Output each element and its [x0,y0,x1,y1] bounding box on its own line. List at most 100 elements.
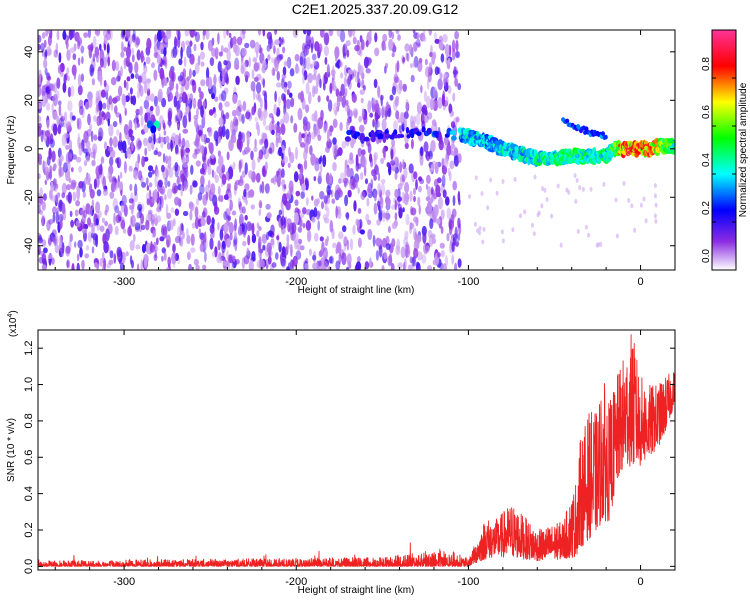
noise-cell [85,245,90,251]
noise-cell [161,97,167,108]
noise-cell [146,198,150,206]
noise-cell [123,79,127,89]
noise-cell [226,30,229,36]
noise-cell [88,206,93,218]
noise-cell [149,93,155,102]
noise-cell [357,163,362,170]
noise-cell [277,176,281,188]
noise-cell [342,52,347,59]
svg-text:(x104): (x104) [7,310,19,337]
noise-cell [208,142,212,151]
noise-cell [161,30,166,39]
noise-cell [259,47,263,54]
noise-cell [357,82,361,88]
noise-cell [134,183,138,196]
noise-cell [271,57,274,64]
signal-cell [601,131,605,137]
noise-cell [154,174,158,188]
noise-cell [136,49,141,61]
noise-cell [139,140,142,147]
noise-cell [402,159,405,169]
noise-cell [193,114,199,121]
noise-cell [501,179,505,184]
noise-cell [174,149,180,155]
noise-cell [366,197,370,207]
noise-cell [186,45,192,59]
noise-cell [48,218,54,225]
noise-cell [134,73,139,80]
noise-cell [430,186,434,195]
noise-cell [174,36,178,49]
noise-cell [295,250,302,260]
noise-cell [144,112,148,123]
noise-cell [365,213,370,222]
noise-cell [241,114,245,124]
noise-cell [120,65,123,77]
noise-cell [297,107,303,121]
noise-cell [41,216,46,227]
noise-cell [100,54,105,60]
noise-cell [71,115,76,121]
noise-cell [205,191,209,201]
y-tick-label: 1.2 [23,341,35,356]
noise-cell [272,68,276,76]
noise-cell [38,77,42,85]
noise-cell [453,66,457,79]
noise-cell [224,101,230,108]
noise-cell [153,245,159,252]
colorbar-frame [711,29,737,271]
noise-cell [48,147,52,160]
noise-cell [377,120,380,128]
noise-cell [88,95,93,108]
noise-cell [391,52,395,58]
noise-cell [440,209,445,220]
noise-cell [43,59,48,69]
noise-cell [98,100,103,112]
noise-cell [178,138,182,147]
noise-cell [337,147,343,156]
noise-cell [216,255,222,264]
y-tick-label: 0.4 [23,486,35,501]
noise-cell [327,129,330,143]
noise-cell [75,200,80,207]
noise-cell [622,181,626,186]
snr-x-label: Height of straight line (km) [298,585,415,596]
noise-cell [263,90,268,104]
noise-cell [251,233,257,244]
noise-cell [109,250,114,259]
noise-cell [258,110,264,122]
noise-cell [319,30,325,38]
noise-cell [287,162,291,168]
noise-cell [302,222,306,229]
noise-cell [359,89,365,95]
noise-cell [403,111,409,120]
noise-cell [214,202,218,212]
noise-cell [290,259,294,270]
noise-cell [107,30,111,35]
noise-cell [114,205,120,214]
noise-cell [478,225,482,231]
noise-cell [258,149,264,160]
noise-cell [260,261,265,270]
noise-cell [180,173,185,183]
noise-cell [322,260,329,270]
noise-cell [440,226,444,235]
noise-cell [205,30,210,40]
noise-cell [268,43,271,52]
noise-cell [189,30,195,38]
noise-cell [241,224,245,232]
noise-cell [390,262,395,270]
noise-cell [567,189,571,195]
noise-cell [52,95,57,104]
noise-cell [305,33,311,46]
noise-cell [290,115,294,124]
noise-cell [343,243,347,252]
noise-cell [355,154,359,167]
noise-cell [533,174,537,180]
noise-cell [224,71,229,84]
colorbar-label: Normalized spectral amplitude [738,82,749,217]
noise-cell [150,105,154,112]
noise-cell [252,88,256,101]
noise-cell [341,95,347,108]
noise-cell [43,39,47,48]
